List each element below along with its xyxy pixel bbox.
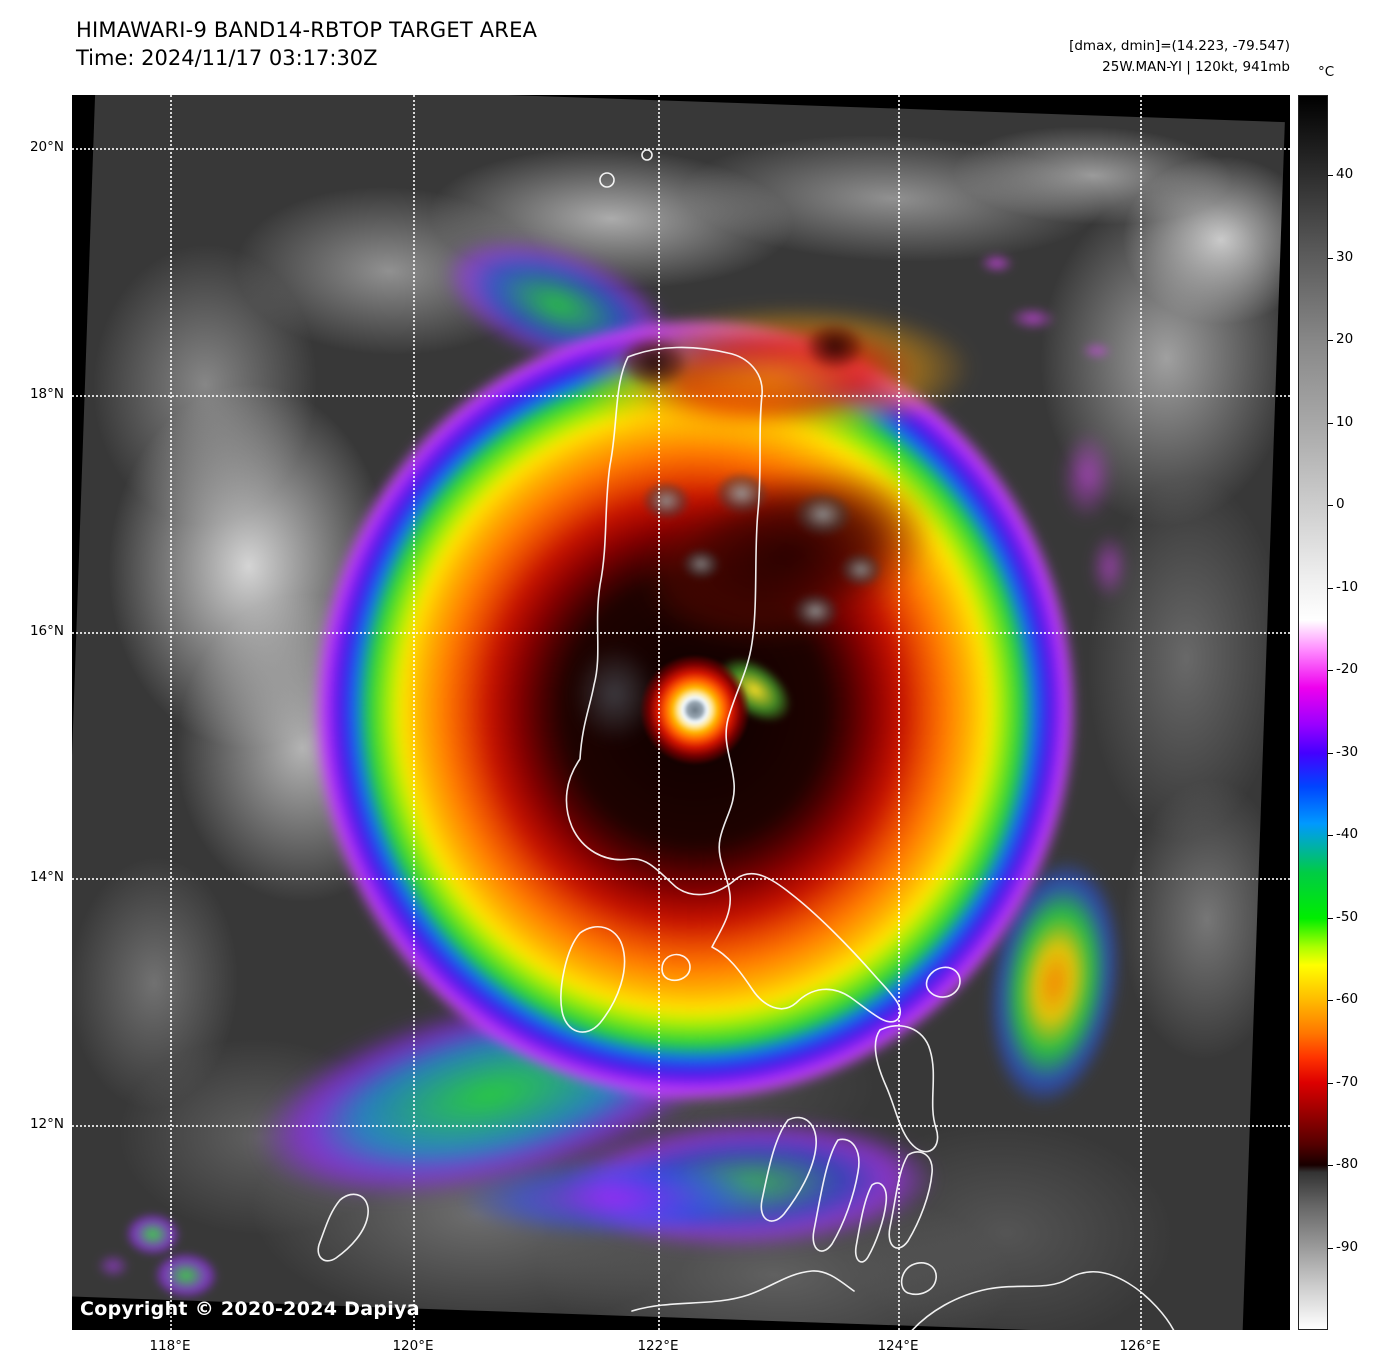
lat-label-14n: 14°N	[29, 869, 64, 885]
colorbar-tick-label: -70	[1336, 1074, 1359, 1090]
colorbar-tick-mark	[1328, 918, 1333, 919]
satellite-imagery-swath	[72, 95, 1285, 1330]
lat-label-18n: 18°N	[29, 386, 64, 402]
lon-label-118e: 118°E	[149, 1338, 191, 1354]
colorbar-tick-mark	[1328, 340, 1333, 341]
gridline-lat-18n	[72, 395, 1290, 397]
product-timestamp: Time: 2024/11/17 03:17:30Z	[76, 46, 378, 70]
lon-label-124e: 124°E	[877, 1338, 919, 1354]
colorbar-tick-mark	[1328, 1248, 1333, 1249]
cold-speck-topright-2	[1002, 302, 1064, 335]
cold-speck-bottomleft-2	[153, 1251, 219, 1300]
colorbar-tick-label: -40	[1336, 826, 1359, 842]
cold-speck-topright-1	[974, 249, 1020, 277]
colorbar-tick-mark	[1328, 670, 1333, 671]
colorbar-tick-label: -10	[1336, 579, 1359, 595]
colorbar-tick-mark	[1328, 175, 1333, 176]
colorbar-tick-mark	[1328, 1083, 1333, 1084]
gridline-lon-122e	[658, 95, 660, 1330]
lon-label-126e: 126°E	[1119, 1338, 1161, 1354]
colorbar-tick-mark	[1328, 1165, 1333, 1166]
header-info-block: [dmax, dmin]=(14.223, -79.547) 25W.MAN-Y…	[898, 36, 1290, 78]
colorbar-tick-label: 10	[1336, 414, 1354, 430]
gridline-lon-126e	[1140, 95, 1142, 1330]
gridline-lat-20n	[72, 148, 1290, 150]
copyright-watermark: Copyright © 2020-2024 Dapiya	[80, 1298, 420, 1320]
colorbar-tick-mark	[1328, 835, 1333, 836]
gridline-lon-118e	[170, 95, 172, 1330]
colorbar-tick-mark	[1328, 505, 1333, 506]
colorbar-tick-mark	[1328, 753, 1333, 754]
colorbar-tick-label: -60	[1336, 991, 1359, 1007]
colorbar-tick-label: 30	[1336, 249, 1354, 265]
colorbar-tick-label: 40	[1336, 166, 1354, 182]
colorbar-tick-mark	[1328, 423, 1333, 424]
colorbar-tick-label: 20	[1336, 331, 1354, 347]
gridline-lat-16n	[72, 632, 1290, 634]
colorbar-tick-label: -50	[1336, 909, 1359, 925]
lat-label-12n: 12°N	[29, 1116, 64, 1132]
colorbar-tick-label: 0	[1336, 496, 1345, 512]
gridline-lat-14n	[72, 878, 1290, 880]
product-title: HIMAWARI-9 BAND14-RBTOP TARGET AREA	[76, 18, 538, 42]
cold-speck-bottomleft-3	[91, 1249, 135, 1283]
dmax-dmin-readout: [dmax, dmin]=(14.223, -79.547)	[1069, 38, 1290, 54]
storm-id-intensity: 25W.MAN-YI | 120kt, 941mb	[1102, 59, 1290, 75]
lat-label-20n: 20°N	[29, 139, 64, 155]
gridline-lon-124e	[898, 95, 900, 1330]
gridline-lat-12n	[72, 1125, 1290, 1127]
lat-label-16n: 16°N	[29, 623, 64, 639]
colorbar-tick-mark	[1328, 588, 1333, 589]
lon-label-122e: 122°E	[637, 1338, 679, 1354]
colorbar-tick-label: -90	[1336, 1239, 1359, 1255]
colorbar-tick-label: -80	[1336, 1156, 1359, 1172]
colorbar-tick-mark	[1328, 258, 1333, 259]
cold-patch-northeast-1	[1050, 414, 1125, 537]
lon-label-120e: 120°E	[392, 1338, 434, 1354]
colorbar-unit-label: °C	[1318, 64, 1335, 80]
gridline-lon-120e	[413, 95, 415, 1330]
colorbar-tick-label: -20	[1336, 661, 1359, 677]
colorbar-tick-mark	[1328, 1000, 1333, 1001]
satellite-image-area: Copyright © 2020-2024 Dapiya	[72, 95, 1290, 1330]
colorbar-tick-label: -30	[1336, 744, 1359, 760]
temperature-colorbar	[1298, 95, 1328, 1330]
cold-speck-topright-3	[1076, 339, 1118, 363]
cold-speck-bottomleft-1	[124, 1212, 182, 1257]
